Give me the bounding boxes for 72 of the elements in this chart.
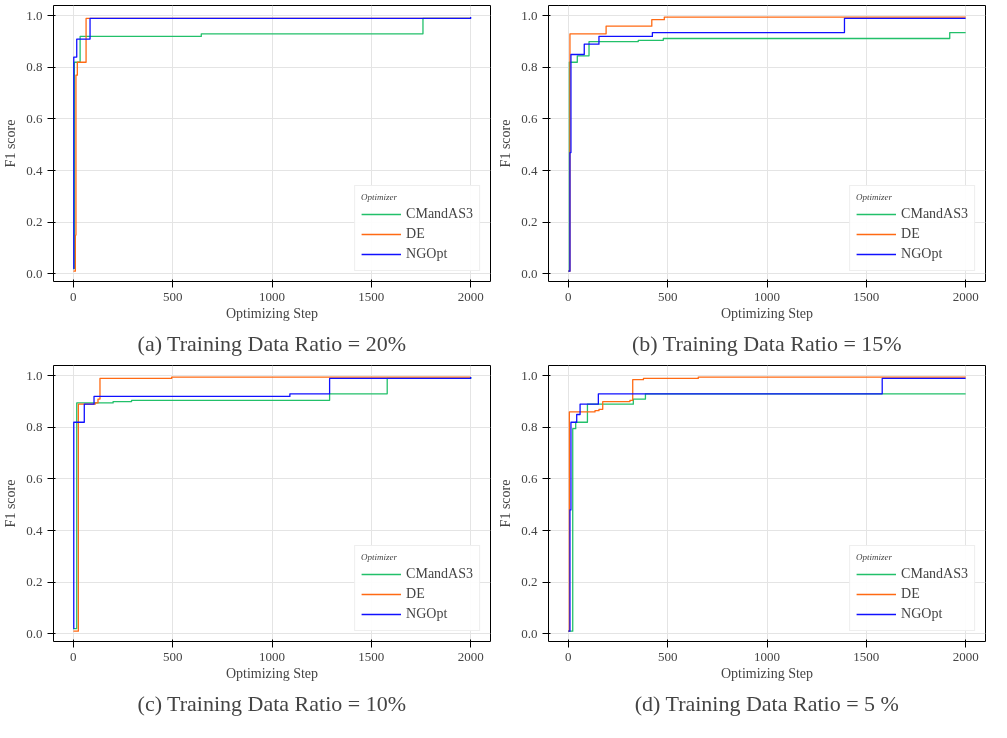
y-tick-label: 0.8 (26, 419, 43, 435)
y-tick-label: 0.2 (26, 214, 43, 230)
y-tick-label: 0.0 (521, 625, 538, 641)
x-tick-label: 1500 (853, 648, 880, 664)
y-tick-label: 0.8 (521, 419, 538, 435)
y-tick-label: 1.0 (26, 367, 43, 383)
y-tick-label: 0.4 (26, 162, 43, 178)
y-tick-label: 0.8 (521, 59, 538, 75)
x-axis-title: Optimizing Step (720, 305, 814, 321)
x-tick-label: 0 (565, 288, 572, 304)
legend-title: Optimizer (856, 192, 894, 202)
x-tick-label: 1500 (853, 288, 880, 304)
x-tick-label: 1000 (259, 288, 285, 304)
x-tick-label: 2000 (457, 648, 484, 664)
y-tick-label: 0.4 (521, 162, 538, 178)
legend-label: NGOpt (901, 246, 943, 262)
y-tick-label: 0.0 (26, 265, 43, 281)
y-axis-title: F1 score (498, 479, 514, 528)
text: (a) Training Data Ratio = 20% (137, 330, 407, 356)
legend-label: NGOpt (901, 606, 943, 622)
legend-label: DE (901, 226, 921, 242)
x-tick-label: 500 (162, 648, 183, 664)
y-tick-label: 0.4 (521, 522, 538, 538)
x-axis-title: Optimizing Step (720, 665, 814, 681)
x-axis-title: Optimizing Step (225, 305, 319, 321)
x-tick-label: 0 (70, 648, 77, 664)
legend-label: CMandAS3 (406, 206, 473, 222)
y-tick-label: 0.6 (26, 471, 43, 486)
legend-label: DE (406, 586, 426, 602)
legend-label: NGOpt (406, 246, 448, 262)
x-tick-label: 500 (657, 648, 678, 664)
y-tick-label: 0.0 (26, 625, 43, 641)
y-tick-label: 0.6 (521, 471, 538, 486)
x-tick-label: 0 (70, 288, 77, 304)
x-tick-label: 1000 (259, 648, 285, 664)
y-tick-label: 1.0 (521, 367, 538, 383)
y-tick-label: 0.0 (521, 265, 538, 281)
y-tick-label: 0.2 (26, 574, 43, 590)
text: (d) Training Data Ratio = 5 % (634, 690, 899, 716)
legend-label: CMandAS3 (901, 566, 968, 582)
x-tick-label: 1000 (754, 648, 780, 664)
y-tick-label: 0.2 (521, 574, 538, 590)
y-tick-label: 0.2 (521, 214, 538, 230)
y-tick-label: 0.8 (26, 59, 43, 75)
x-tick-label: 1000 (754, 288, 780, 304)
legend-title: Optimizer (361, 192, 399, 202)
y-tick-label: 0.6 (521, 111, 538, 126)
y-axis-title: F1 score (3, 119, 19, 168)
x-tick-label: 2000 (457, 288, 484, 304)
legend-title: Optimizer (856, 552, 894, 562)
legend-label: DE (406, 226, 426, 242)
text: (b) Training Data Ratio = 15% (631, 330, 902, 356)
legend-label: NGOpt (406, 606, 448, 622)
y-tick-label: 0.6 (26, 111, 43, 126)
x-tick-label: 1500 (358, 648, 385, 664)
x-tick-label: 2000 (952, 648, 979, 664)
x-tick-label: 500 (657, 288, 678, 304)
y-tick-label: 0.4 (26, 522, 43, 538)
x-tick-label: 1500 (358, 288, 385, 304)
text: (c) Training Data Ratio = 10% (137, 690, 407, 716)
legend-title: Optimizer (361, 552, 399, 562)
x-axis-title: Optimizing Step (225, 665, 319, 681)
x-tick-label: 2000 (952, 288, 979, 304)
y-axis-title: F1 score (3, 479, 19, 528)
legend-label: CMandAS3 (901, 206, 968, 222)
legend-label: CMandAS3 (406, 566, 473, 582)
x-tick-label: 0 (565, 648, 572, 664)
y-tick-label: 1.0 (521, 7, 538, 23)
x-tick-label: 500 (162, 288, 183, 304)
legend-label: DE (901, 586, 921, 602)
y-axis-title: F1 score (498, 119, 514, 168)
y-tick-label: 1.0 (26, 7, 43, 23)
